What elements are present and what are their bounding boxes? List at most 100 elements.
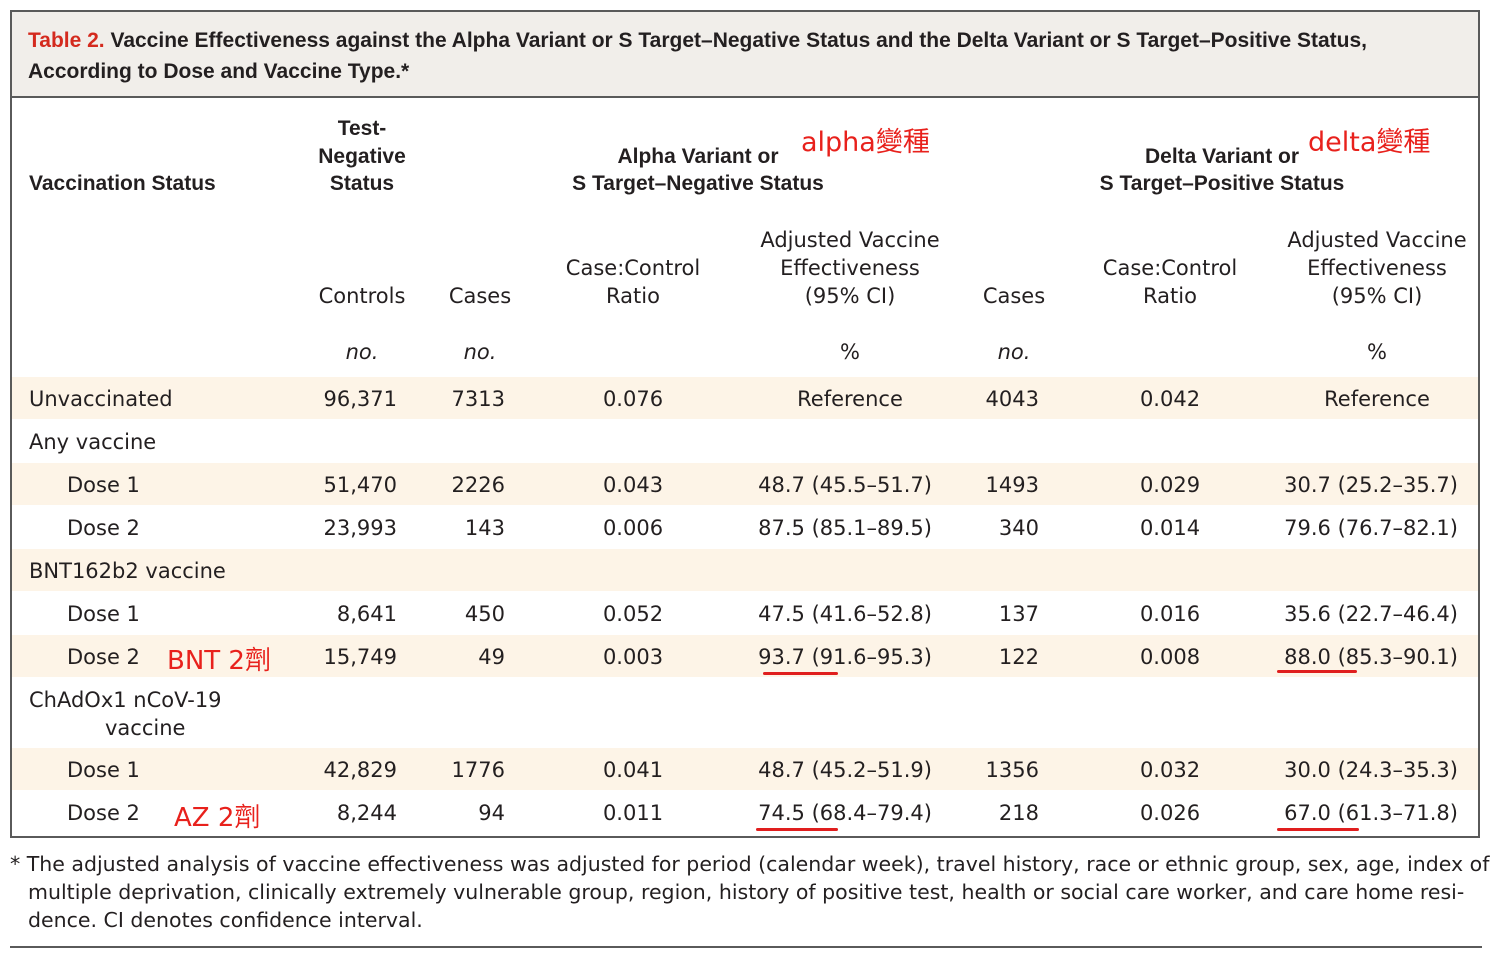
row-label-dose: Dose 1 bbox=[67, 758, 140, 782]
header-delta-l1: Delta Variant or bbox=[1144, 145, 1300, 168]
cell-controls: 15,749 bbox=[323, 645, 397, 669]
cell-alpha-ratio: 0.052 bbox=[602, 602, 664, 626]
cell-alpha-cases: 2226 bbox=[451, 473, 505, 497]
cell-alpha-cases: 1776 bbox=[451, 758, 505, 782]
header-alpha-ave-l3: (95% CI) bbox=[804, 284, 896, 308]
footnote-line2: multiple deprivation, clinically extreme… bbox=[28, 880, 1465, 904]
table-title-line1: Vaccine Effectiveness against the Alpha … bbox=[104, 29, 1367, 52]
cell-alpha-ratio: 0.076 bbox=[602, 387, 664, 411]
header-delta-ratio-l2: Ratio bbox=[1143, 284, 1197, 308]
row-label-dose: Dose 1 bbox=[67, 602, 140, 626]
cell-controls: 42,829 bbox=[323, 758, 397, 782]
cell-delta-ve: 30.0 (24.3–35.3) bbox=[1284, 758, 1458, 782]
cell-alpha-ratio: 0.003 bbox=[602, 645, 664, 669]
header-delta-cases: Cases bbox=[982, 284, 1046, 308]
header-delta-ratio-l1: Case:Control bbox=[1102, 256, 1238, 280]
cell-alpha-ratio: 0.011 bbox=[602, 801, 664, 825]
annotation-delta: delta變種 bbox=[1308, 127, 1431, 158]
cell-delta-cases: 1356 bbox=[985, 758, 1039, 782]
annotation-alpha: alpha變種 bbox=[801, 127, 930, 158]
cell-delta-ve: 35.6 (22.7–46.4) bbox=[1284, 602, 1458, 626]
cell-delta-cases: 122 bbox=[998, 645, 1039, 669]
row-band bbox=[12, 463, 1478, 505]
cell-alpha-ve: 93.7 (91.6–95.3) bbox=[758, 645, 932, 669]
underline-alpha-az bbox=[756, 828, 838, 831]
cell-alpha-ratio: 0.006 bbox=[602, 516, 664, 540]
cell-delta-cases: 218 bbox=[998, 801, 1039, 825]
header-test-negative-l1: Test- bbox=[337, 117, 387, 140]
footnote-line1: * The adjusted analysis of vaccine effec… bbox=[10, 852, 1490, 876]
cell-alpha-ve: 74.5 (68.4–79.4) bbox=[758, 801, 932, 825]
cell-controls: 51,470 bbox=[323, 473, 397, 497]
table-caption: Table 2. Vaccine Effectiveness against t… bbox=[12, 12, 1478, 98]
header-alpha-ave-l1: Adjusted Vaccine bbox=[760, 228, 940, 252]
header-alpha-l1: Alpha Variant or bbox=[617, 145, 779, 168]
header-delta-ave-l3: (95% CI) bbox=[1331, 284, 1423, 308]
table-title-line2: According to Dose and Vaccine Type.* bbox=[28, 60, 410, 83]
cell-delta-ve: Reference bbox=[1324, 387, 1430, 411]
cell-delta-ratio: 0.016 bbox=[1139, 602, 1201, 626]
cell-alpha-cases: 143 bbox=[464, 516, 505, 540]
row-label-dose: Dose 2 bbox=[67, 801, 140, 825]
cell-delta-ratio: 0.032 bbox=[1139, 758, 1201, 782]
cell-alpha-cases: 7313 bbox=[451, 387, 505, 411]
header-test-negative-l3: Status bbox=[329, 172, 395, 195]
cell-delta-cases: 137 bbox=[998, 602, 1039, 626]
cell-delta-ve: 88.0 (85.3–90.1) bbox=[1284, 645, 1458, 669]
cell-controls: 8,641 bbox=[336, 602, 397, 626]
header-alpha-cases: Cases bbox=[448, 284, 512, 308]
row-band bbox=[12, 748, 1478, 790]
cell-delta-ve: 79.6 (76.7–82.1) bbox=[1284, 516, 1458, 540]
header-alpha-ratio-l2: Ratio bbox=[606, 284, 660, 308]
row-label-dose: Dose 2 bbox=[67, 516, 140, 540]
table-label: Table 2. bbox=[28, 29, 105, 52]
cell-delta-cases: 1493 bbox=[985, 473, 1039, 497]
cell-delta-ratio: 0.014 bbox=[1139, 516, 1201, 540]
row-band bbox=[12, 549, 1478, 591]
row-label-any-vaccine: Any vaccine bbox=[29, 430, 157, 454]
cell-delta-ve: 30.7 (25.2–35.7) bbox=[1284, 473, 1458, 497]
header-controls: Controls bbox=[318, 284, 406, 308]
row-band bbox=[12, 377, 1478, 419]
unit-delta-ve: % bbox=[1367, 340, 1387, 364]
header-vaccination-status: Vaccination Status bbox=[29, 172, 216, 195]
underline-delta-az bbox=[1277, 828, 1359, 831]
cell-alpha-ve: 47.5 (41.6–52.8) bbox=[758, 602, 932, 626]
unit-alpha-cases: no. bbox=[463, 340, 497, 364]
header-delta-l2: S Target–Positive Status bbox=[1099, 172, 1345, 195]
cell-alpha-cases: 94 bbox=[478, 801, 505, 825]
cell-delta-ratio: 0.008 bbox=[1139, 645, 1201, 669]
row-label-dose: Dose 2 bbox=[67, 645, 140, 669]
underline-delta-bnt bbox=[1277, 670, 1357, 673]
cell-alpha-ratio: 0.043 bbox=[602, 473, 664, 497]
header-alpha-l2: S Target–Negative Status bbox=[572, 172, 824, 195]
unit-controls: no. bbox=[345, 340, 379, 364]
row-label-dose: Dose 1 bbox=[67, 473, 140, 497]
cell-controls: 8,244 bbox=[336, 801, 397, 825]
cell-alpha-ve: Reference bbox=[797, 387, 903, 411]
row-label-chadox1-l1: ChAdOx1 nCoV-19 bbox=[29, 688, 222, 712]
header-test-negative-l2: Negative bbox=[318, 145, 406, 168]
cell-delta-ratio: 0.026 bbox=[1139, 801, 1201, 825]
row-label-chadox1-l2: vaccine bbox=[105, 716, 186, 740]
cell-controls: 23,993 bbox=[323, 516, 397, 540]
cell-delta-ve: 67.0 (61.3–71.8) bbox=[1284, 801, 1458, 825]
unit-delta-cases: no. bbox=[997, 340, 1031, 364]
cell-alpha-cases: 49 bbox=[478, 645, 505, 669]
cell-alpha-ve: 48.7 (45.5–51.7) bbox=[758, 473, 932, 497]
row-label-bnt162b2: BNT162b2 vaccine bbox=[29, 559, 226, 583]
underline-alpha-bnt bbox=[763, 672, 838, 675]
cell-alpha-cases: 450 bbox=[464, 602, 505, 626]
cell-alpha-ve: 87.5 (85.1–89.5) bbox=[758, 516, 932, 540]
cell-delta-cases: 340 bbox=[998, 516, 1039, 540]
bottom-rule bbox=[10, 946, 1482, 948]
row-label-unvaccinated: Unvaccinated bbox=[29, 387, 173, 411]
header-alpha-ave-l2: Effectiveness bbox=[780, 256, 920, 280]
table-footnote: * The adjusted analysis of vaccine effec… bbox=[10, 850, 1490, 934]
table-frame: Table 2. Vaccine Effectiveness against t… bbox=[10, 10, 1480, 838]
header-alpha-ratio-l1: Case:Control bbox=[565, 256, 701, 280]
cell-delta-ratio: 0.042 bbox=[1139, 387, 1201, 411]
cell-alpha-ratio: 0.041 bbox=[602, 758, 664, 782]
footnote-line3: dence. CI denotes confidence interval. bbox=[28, 908, 423, 932]
header-delta-ave-l1: Adjusted Vaccine bbox=[1287, 228, 1467, 252]
